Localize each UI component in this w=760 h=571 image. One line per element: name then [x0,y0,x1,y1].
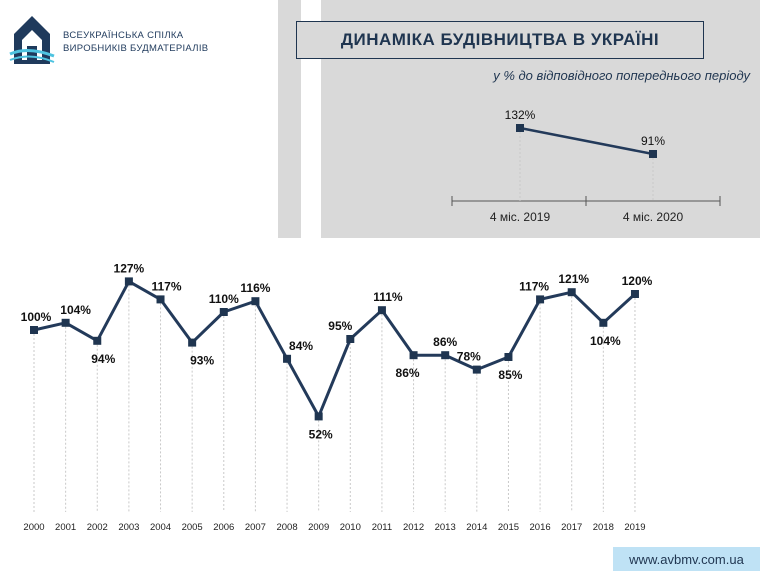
main-chart-data-point [219,308,228,316]
small-chart-data-point [516,124,524,132]
main-chart-category-label: 2008 [276,522,297,533]
main-chart-category-label: 2003 [118,522,139,533]
main-chart-category-label: 2005 [182,522,203,533]
chart-subtitle: у % до відповідного попереднього періоду [493,68,750,83]
main-chart-category-label: 2018 [593,522,614,533]
small-chart-series-line [519,126,654,156]
main-chart-category-label: 2007 [245,522,266,533]
main-chart-data-point [599,318,608,327]
main-chart-data-label: 120% [622,274,653,288]
main-chart-data-label: 84% [289,339,313,353]
main-chart-data-label: 127% [114,261,145,275]
main-chart-category-label: 2017 [561,522,582,533]
small-chart-data-point [649,149,657,158]
main-chart-data-label: 52% [309,427,333,441]
org-name-line2: ВИРОБНИКІВ БУДМАТЕРІАЛІВ [63,43,209,54]
main-chart-series-line [33,279,636,418]
main-chart-data-label: 94% [91,352,115,366]
house-logo-icon [9,16,55,64]
main-chart-data-point [377,306,386,315]
main-chart-data-label: 78% [457,350,481,364]
main-chart-data-label: 100% [21,310,52,324]
main-chart-category-label: 2014 [466,522,487,533]
website-link[interactable]: www.avbmv.com.ua [613,547,760,571]
main-chart-data-point [93,336,102,345]
small-chart-category-label: 4 міс. 2020 [623,210,684,224]
main-chart-data-label: 117% [152,279,182,293]
main-chart-data-point [124,277,133,286]
main-chart-data-point [441,351,450,360]
main-chart-data-point [504,353,513,361]
main-chart-data-label: 104% [60,303,91,317]
main-chart-data-point [536,295,545,304]
main-chart-data-label: 95% [328,319,352,333]
main-chart-data-label: 85% [498,368,522,382]
main-chart-category-label: 2019 [624,522,645,533]
organization-name: ВСЕУКРАЇНСЬКА СПІЛКА ВИРОБНИКІВ БУДМАТЕР… [63,29,208,55]
main-chart-data-label: 110% [209,292,239,306]
main-chart-data-point [567,288,576,297]
main-chart-data-label: 93% [190,354,214,368]
background-strip [278,0,301,238]
main-chart-data-point [314,412,323,421]
main-chart-data-point [156,295,165,304]
small-chart-category-label: 4 міс. 2019 [490,210,551,224]
org-name-line1: ВСЕУКРАЇНСЬКА СПІЛКА [63,30,184,41]
main-chart-data-label: 117% [519,279,549,293]
small-chart-data-label: 91% [641,134,665,148]
main-chart-data-label: 111% [373,290,403,304]
main-chart-data-point [283,354,292,363]
main-chart-category-label: 2002 [87,522,108,533]
main-chart-data-point [472,365,481,374]
main-chart-category-label: 2010 [340,522,361,533]
main-chart-data-point [409,351,418,360]
main-chart-category-label: 2015 [498,522,519,533]
main-chart-data-label: 116% [240,281,270,295]
main-chart-data-point [61,318,70,327]
main-chart-data-label: 104% [590,334,621,348]
main-chart-category-label: 2000 [23,522,44,533]
main-chart-data-label: 86% [433,335,457,349]
main-chart-data-label: 86% [396,366,420,380]
chart-title-box: ДИНАМІКА БУДІВНИЦТВА В УКРАЇНІ [296,21,704,59]
main-chart-category-label: 2011 [372,522,392,533]
main-chart-category-label: 2012 [403,522,424,533]
main-chart-category-label: 2009 [308,522,329,533]
main-chart-data-point [188,338,197,347]
main-chart-category-label: 2016 [530,522,551,533]
main-chart-data-label: 121% [558,272,589,286]
main-chart-category-label: 2004 [150,522,171,533]
main-chart-category-label: 2001 [55,522,76,533]
main-chart-data-point [251,297,260,306]
main-chart-data-point [30,326,38,334]
main-chart-category-label: 2013 [435,522,456,533]
small-chart-data-label: 132% [505,108,536,122]
main-chart-data-point [346,335,355,343]
chart-title: ДИНАМІКА БУДІВНИЦТВА В УКРАЇНІ [340,30,660,49]
main-chart-data-point [630,290,639,298]
main-chart-category-label: 2006 [213,522,234,533]
